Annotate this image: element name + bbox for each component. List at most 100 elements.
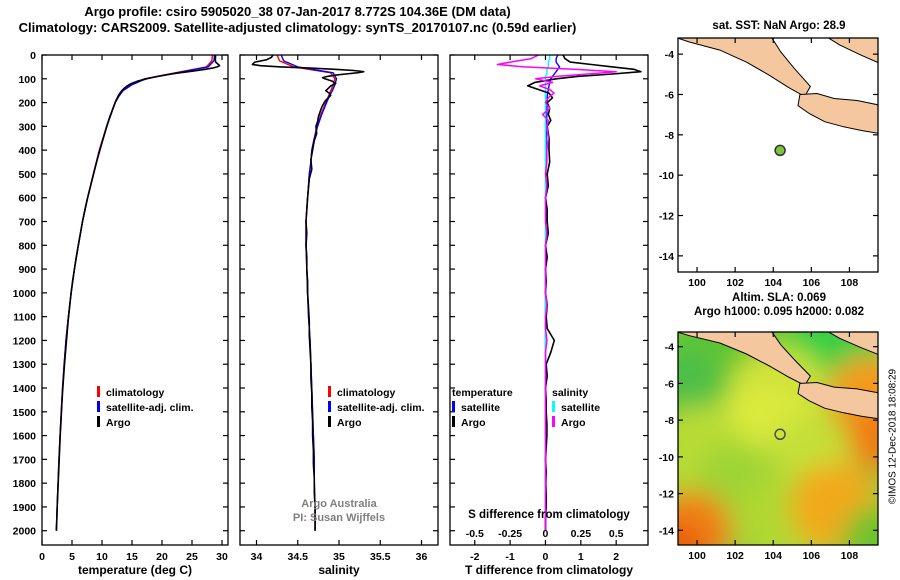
svg-text:400: 400: [18, 145, 36, 157]
svg-text:800: 800: [18, 240, 36, 252]
svg-text:1500: 1500: [13, 407, 37, 419]
difference-legend-temperature-column: temperature satellite Argo: [452, 386, 552, 431]
svg-text:0: 0: [543, 551, 549, 563]
svg-text:100: 100: [688, 277, 706, 289]
svg-text:500: 500: [18, 169, 36, 181]
svg-text:102: 102: [726, 277, 744, 289]
figure-title-line2: Climatology: CARS2009. Satellite-adjuste…: [18, 20, 577, 35]
salinity_profile-plot-area: [240, 55, 438, 545]
argo-line-marker: [328, 416, 331, 427]
temperature-column-header: temperature: [452, 387, 513, 399]
t-satellite-line-marker: [452, 401, 455, 412]
satellite-adj-line-marker: [328, 401, 331, 412]
svg-text:-10: -10: [659, 170, 674, 182]
float-location-marker: [774, 428, 786, 441]
series-s-argo: [496, 55, 617, 531]
svg-text:108: 108: [841, 550, 859, 562]
svg-text:100: 100: [688, 550, 706, 562]
svg-text:106: 106: [803, 550, 821, 562]
legend-item-t-satellite: satellite: [452, 401, 552, 416]
svg-text:1100: 1100: [13, 312, 36, 324]
svg-text:-1: -1: [505, 551, 514, 563]
land-java: [797, 381, 878, 420]
land-northeast-land: [827, 38, 878, 64]
svg-text:-12: -12: [659, 489, 674, 501]
argo-australia-credit: Argo Australia PI: Susan Wijffels: [240, 497, 438, 525]
svg-text:34.5: 34.5: [288, 551, 309, 563]
legend-label-climatology: climatology: [337, 387, 396, 399]
s-argo-line-marker: [552, 416, 555, 427]
legend-label-satellite-adj: satellite-adj. clim.: [337, 402, 425, 414]
land-java: [797, 92, 878, 134]
salinity-column-header: salinity: [552, 387, 589, 399]
legend-item-satellite-adj: satellite-adj. clim.: [328, 401, 425, 416]
series-argo: [251, 55, 365, 531]
legend-item-climatology: climatology: [328, 386, 425, 401]
s-difference-axis-label: S difference from climatology: [468, 509, 630, 521]
svg-text:700: 700: [18, 217, 36, 229]
svg-text:-4: -4: [665, 342, 674, 354]
svg-text:1: 1: [578, 551, 584, 563]
svg-text:-10: -10: [659, 452, 674, 464]
svg-text:35: 35: [333, 551, 345, 563]
svg-text:0.25: 0.25: [571, 528, 592, 540]
svg-text:1300: 1300: [13, 359, 37, 371]
series-t-argo: [526, 55, 642, 531]
svg-text:-8: -8: [665, 415, 674, 427]
difference-legend: temperature satellite Argo salinity sate…: [452, 386, 652, 431]
svg-text:0: 0: [39, 551, 45, 563]
salinity-axis-label: salinity: [318, 563, 360, 577]
legend-item-climatology: climatology: [97, 386, 194, 401]
svg-text:-6: -6: [665, 89, 674, 101]
svg-text:35.5: 35.5: [370, 551, 391, 563]
temperature-legend: climatology satellite-adj. clim. Argo: [97, 386, 194, 431]
svg-text:200: 200: [18, 98, 36, 110]
svg-text:0.5: 0.5: [609, 528, 624, 540]
svg-text:2: 2: [613, 551, 619, 563]
svg-text:1000: 1000: [13, 288, 37, 300]
figure-title-line1: Argo profile: csiro 5905020_38 07-Jan-20…: [84, 4, 511, 19]
svg-text:30: 30: [216, 551, 228, 563]
svg-text:5: 5: [69, 551, 75, 563]
svg-text:-8: -8: [665, 130, 674, 142]
climatology-line-marker: [328, 386, 331, 397]
sla-map-title-line2: Argo h1000: 0.095 h2000: 0.082: [693, 306, 865, 318]
legend-item-argo: Argo: [97, 416, 194, 431]
svg-text:-2: -2: [470, 551, 479, 563]
svg-text:108: 108: [841, 277, 859, 289]
svg-text:20: 20: [156, 551, 168, 563]
series-argo: [55, 55, 221, 531]
climatology-line-marker: [97, 386, 100, 397]
svg-text:1700: 1700: [13, 454, 37, 466]
legend-item-satellite-adj: satellite-adj. clim.: [97, 401, 194, 416]
credit-line2: PI: Susan Wijffels: [292, 512, 386, 524]
svg-text:1900: 1900: [13, 502, 37, 514]
svg-text:600: 600: [18, 193, 36, 205]
legend-item-t-argo: Argo: [452, 416, 552, 431]
legend-label-t-satellite: satellite: [461, 402, 501, 414]
svg-text:-14: -14: [659, 525, 674, 537]
sst-map-title: sat. SST: NaN Argo: 28.9: [712, 20, 846, 32]
t-difference-axis-label: T difference from climatology: [464, 563, 634, 577]
difference_profile-plot-area: [450, 55, 648, 545]
svg-text:-0.25: -0.25: [498, 528, 522, 540]
svg-text:106: 106: [803, 277, 821, 289]
svg-text:1400: 1400: [13, 383, 37, 395]
legend-label-t-argo: Argo: [461, 417, 486, 429]
svg-text:1800: 1800: [13, 478, 37, 490]
sla-map-title-line1: Altim. SLA: 0.069: [732, 292, 826, 304]
svg-text:1200: 1200: [13, 335, 37, 347]
svg-text:-14: -14: [659, 251, 674, 263]
svg-text:-6: -6: [665, 378, 674, 390]
credit-line1: Argo Australia: [301, 498, 377, 510]
svg-text:104: 104: [764, 550, 782, 562]
argo-line-marker: [97, 416, 100, 427]
float-location-marker: [774, 144, 786, 157]
svg-text:2000: 2000: [13, 526, 37, 538]
legend-item-argo: Argo: [328, 416, 425, 431]
legend-item-s-argo: Argo: [552, 416, 652, 431]
svg-text:1600: 1600: [13, 431, 37, 443]
svg-text:36: 36: [416, 551, 428, 563]
